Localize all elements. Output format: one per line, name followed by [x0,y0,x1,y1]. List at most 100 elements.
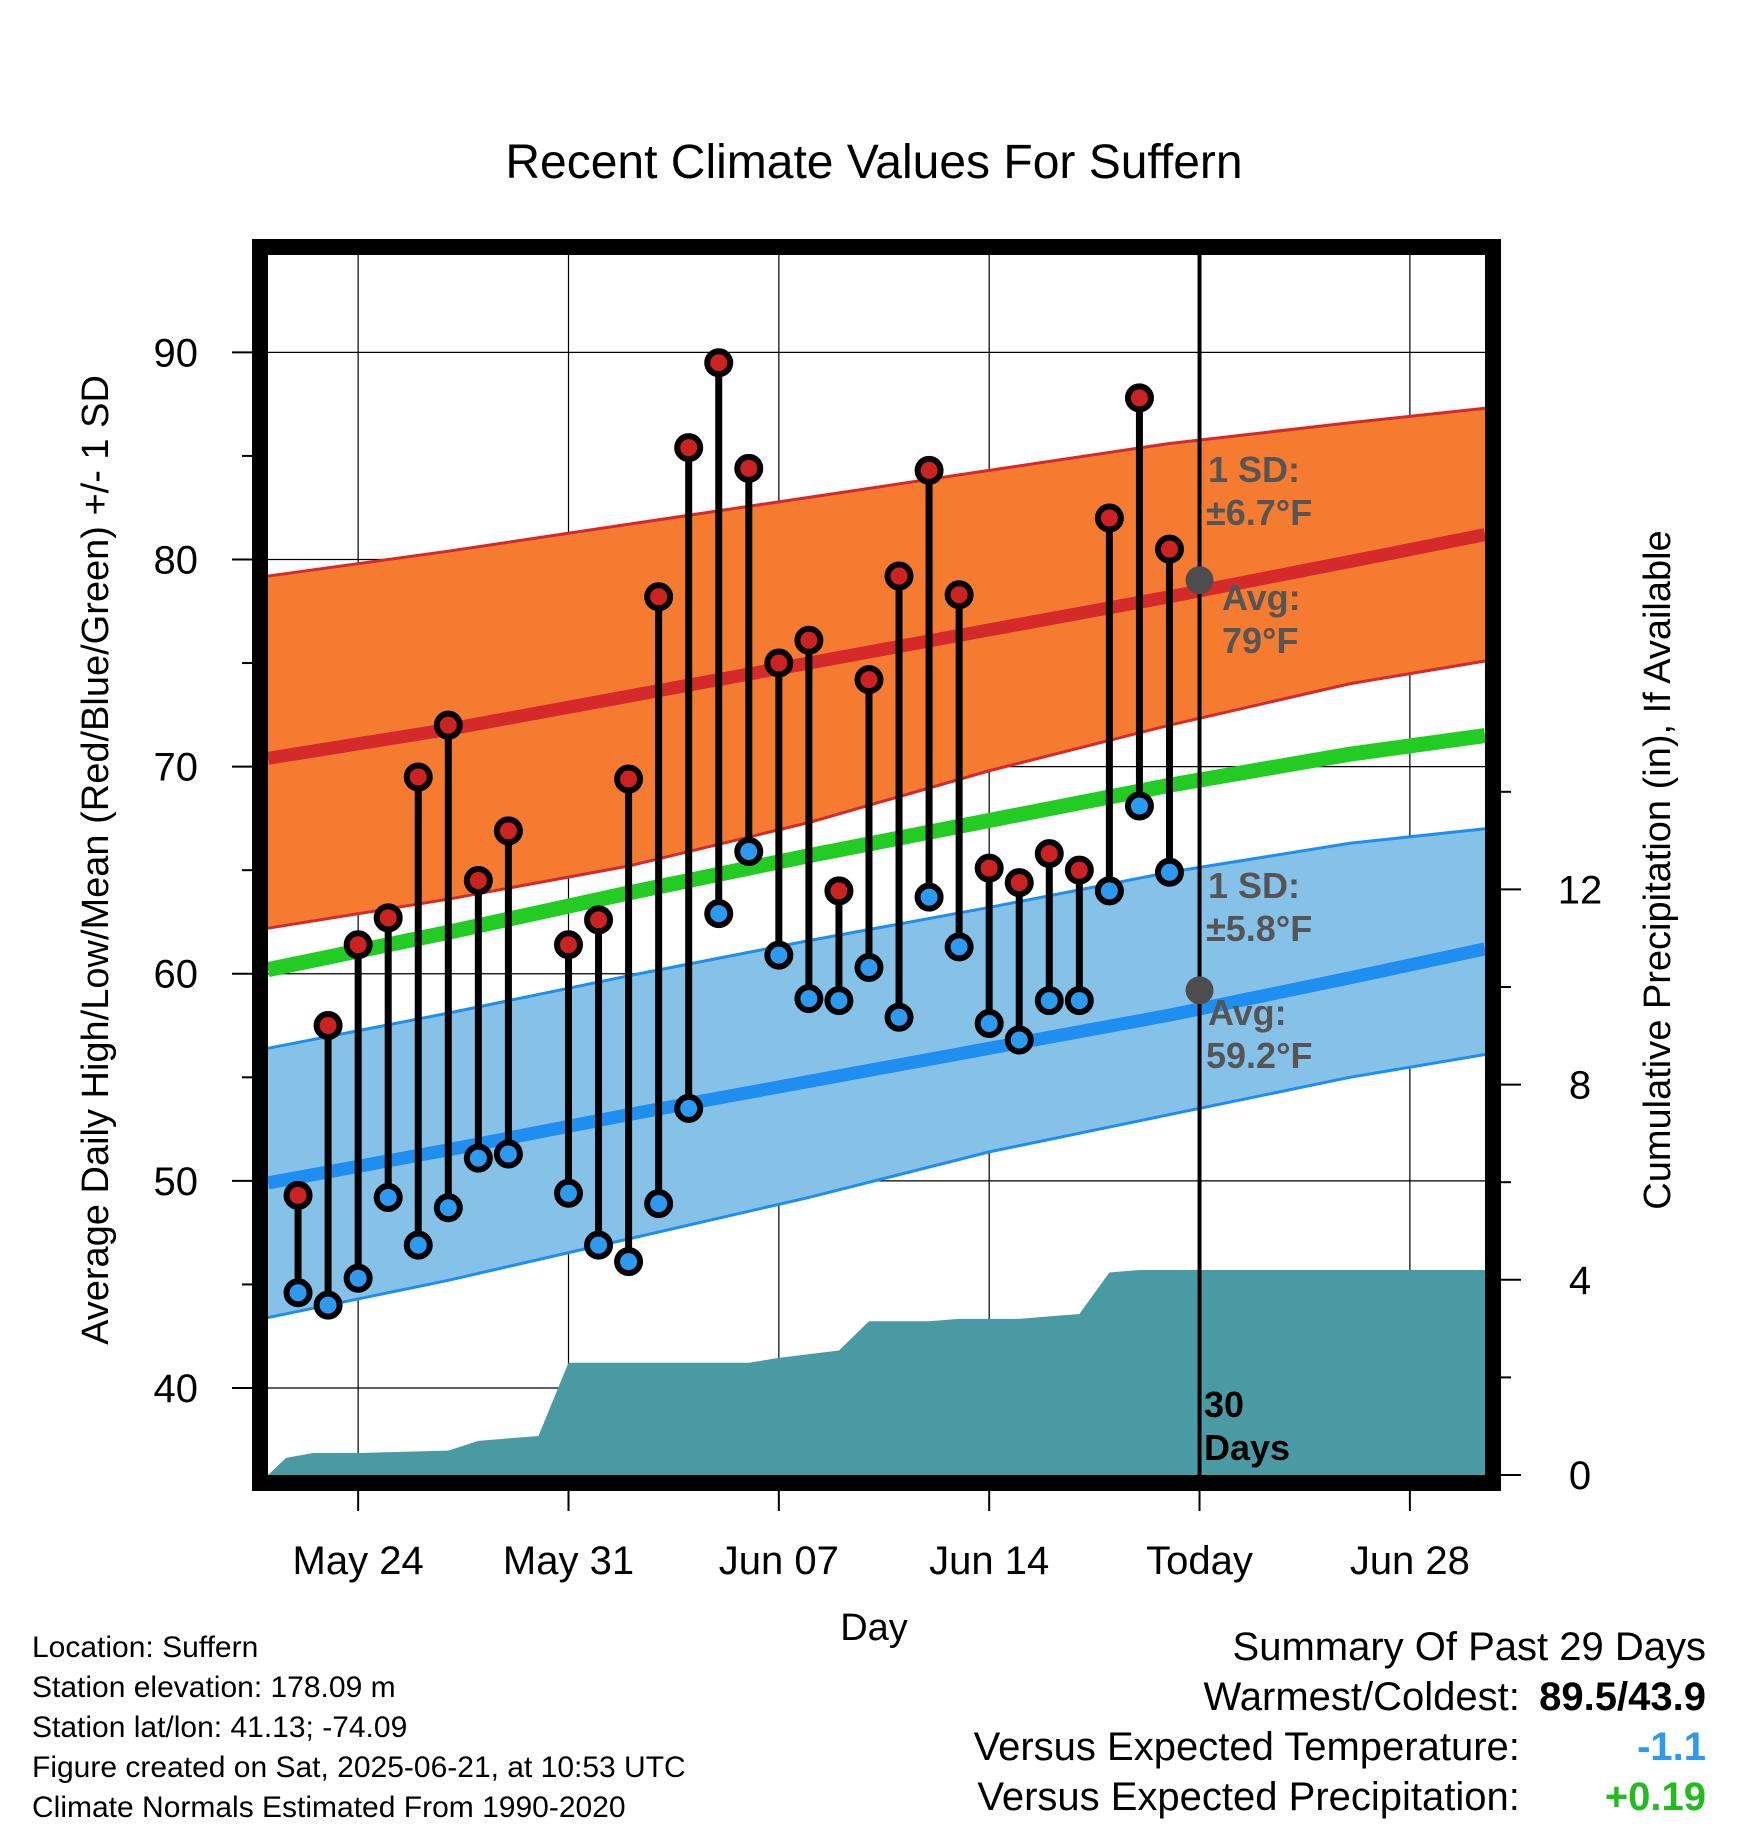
obs-high-point [644,582,674,612]
x-tick-label: Jun 14 [929,1539,1049,1583]
obs-high-point [1094,503,1124,533]
chart-title: Recent Climate Values For Suffern [505,136,1242,189]
high-avg-label: Avg: [1222,577,1301,618]
obs-low-point [584,1230,614,1260]
obs-low-point [343,1263,373,1293]
low-sd-lower-line [267,1053,1486,1320]
high-avg-value: 79°F [1222,620,1298,661]
summary-panel: Summary Of Past 29 Days Warmest/Coldest:… [974,1622,1706,1822]
obs-low-point [1034,986,1064,1016]
x-tick-label: Jun 28 [1350,1539,1470,1583]
obs-low-point [1124,791,1154,821]
obs-low-point [764,940,794,970]
obs-low-point [1004,1025,1034,1055]
obs-high-point [373,903,403,933]
obs-low-point [674,1093,704,1123]
obs-high-point [493,816,523,846]
today-avg-low-dot [1185,976,1214,1005]
obs-low-point [1094,876,1124,906]
normals-text: Climate Normals Estimated From 1990-2020 [32,1791,626,1824]
plot-frame [252,239,1501,1491]
obs-low-point [644,1189,674,1219]
daily-observations [283,348,1184,1320]
obs-high-point [944,580,974,610]
obs-high-point [1004,868,1034,898]
obs-high-point [884,561,914,591]
x-tick-label: May 31 [503,1539,634,1583]
days-count-label: 30 [1204,1384,1244,1425]
warm-cold-row: Warmest/Coldest: 89.5/43.9 [974,1672,1707,1722]
obs-low-point [433,1193,463,1223]
low-sd-value: ±5.8°F [1206,908,1312,949]
low-avg-label: Avg: [1208,992,1287,1033]
obs-high-point [704,348,734,378]
obs-high-point [553,930,583,960]
obs-low-point [493,1139,523,1169]
station-info: Location: Suffern Station elevation: 178… [32,1628,686,1828]
latlon-text: Station lat/lon: 41.13; -74.09 [32,1711,408,1744]
precip-label: Versus Expected Precipitation: [977,1775,1520,1819]
obs-high-point [974,853,1004,883]
obs-low-point [1064,986,1094,1016]
summary-title: Summary Of Past 29 Days [1232,1625,1706,1669]
obs-low-point [794,984,824,1014]
precip-area [268,1270,1485,1475]
today-avg-high-dot [1185,566,1214,595]
y-axis-left-label: Average Daily High/Low/Mean (Red/Blue/Gr… [75,375,117,1345]
obs-low-point [373,1182,403,1212]
obs-low-point [734,837,764,867]
days-word-label: Days [1204,1427,1290,1468]
obs-low-point [463,1143,493,1173]
x-axis-label: Day [840,1607,908,1649]
y-left-tick-label: 50 [154,1160,199,1204]
obs-low-point [914,882,944,912]
obs-high-point [674,433,704,463]
obs-low-point [403,1230,433,1260]
obs-high-point [614,764,644,794]
obs-high-point [764,648,794,678]
warm-cold-label: Warmest/Coldest: [1203,1675,1520,1719]
y-right-tick-label: 4 [1569,1259,1591,1303]
obs-high-point [734,453,764,483]
obs-low-point [313,1290,343,1320]
high-sd-upper-line [267,406,1486,578]
location-text: Location: Suffern [32,1631,259,1664]
obs-high-point [1154,534,1184,564]
temp-row: Versus Expected Temperature: -1.1 [974,1722,1706,1772]
obs-low-point [704,899,734,929]
low-sd-label: 1 SD: [1208,865,1300,906]
y-left-tick-label: 90 [154,331,199,375]
obs-low-point [283,1278,313,1308]
axes: 40 50 60 70 80 90 0 4 8 12 May 24 May 31 Jun 07 Jun 1… [154,331,1603,1583]
obs-high-point [313,1011,343,1041]
obs-low-point [824,986,854,1016]
precipitation-area [268,1270,1485,1475]
obs-low-point [854,953,884,983]
obs-low-point [884,1002,914,1032]
y-right-tick-label: 0 [1569,1454,1591,1498]
obs-high-point [463,866,493,896]
precip-value: +0.19 [1604,1775,1706,1819]
temp-value: -1.1 [1637,1725,1706,1769]
obs-high-point [584,905,614,935]
high-sd-value: ±6.7°F [1206,492,1312,533]
obs-high-point [794,625,824,655]
obs-high-point [343,930,373,960]
y-left-tick-label: 70 [154,746,199,790]
x-tick-label: Jun 07 [719,1539,839,1583]
x-tick-label: May 24 [293,1539,424,1583]
temp-label: Versus Expected Temperature: [973,1725,1520,1769]
created-text: Figure created on Sat, 2025-06-21, at 10… [32,1751,686,1784]
obs-low-point [974,1008,1004,1038]
obs-high-point [854,665,884,695]
obs-low-point [944,932,974,962]
obs-high-point [1064,855,1094,885]
obs-high-point [283,1180,313,1210]
obs-low-point [1154,857,1184,887]
y-left-tick-label: 40 [154,1367,199,1411]
y-right-tick-label: 8 [1569,1064,1591,1108]
elevation-text: Station elevation: 178.09 m [32,1671,396,1704]
